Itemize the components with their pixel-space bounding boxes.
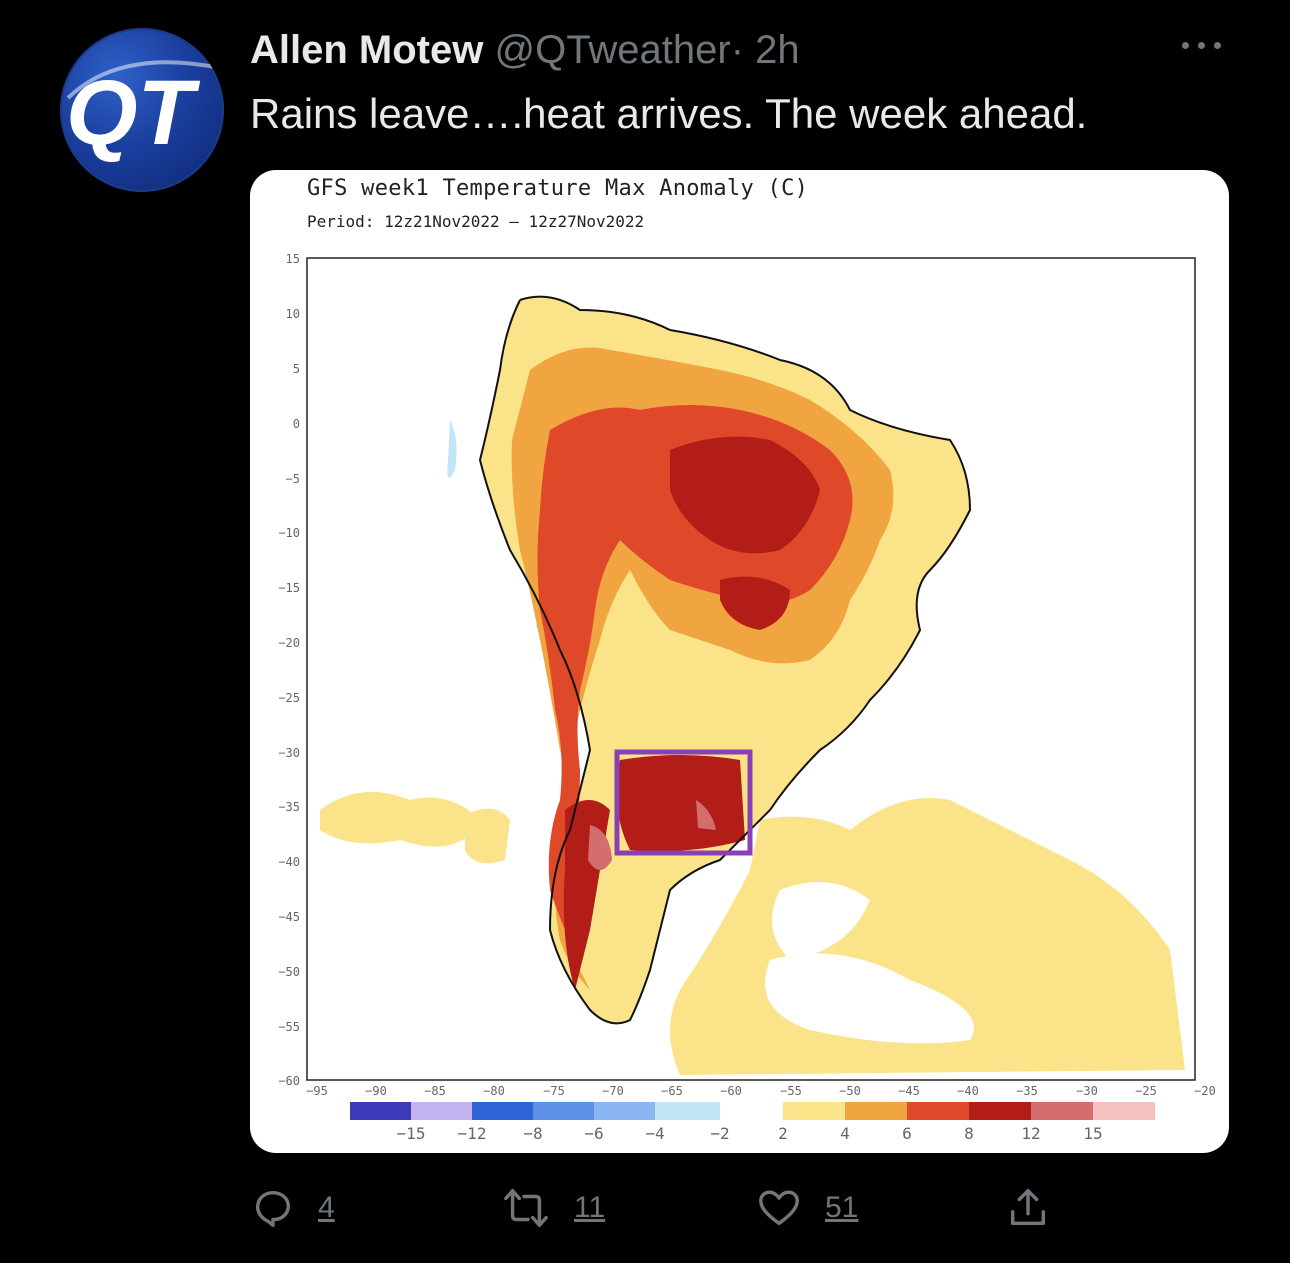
colorbar-label: −6 (584, 1124, 604, 1143)
y-tick-label: 5 (292, 362, 300, 376)
reply-icon (255, 1190, 291, 1227)
x-tick-label: −65 (661, 1084, 683, 1098)
highlight-region-box (614, 749, 753, 856)
x-tick-label: −85 (424, 1084, 446, 1098)
separator-dot: · (730, 28, 745, 72)
colorbar-label: 12 (1021, 1124, 1041, 1143)
x-tick-label: −40 (957, 1084, 979, 1098)
author-name[interactable]: Allen Motew (250, 28, 484, 72)
y-tick-label: −55 (278, 1020, 300, 1034)
colorbar-label: −15 (396, 1124, 426, 1143)
colorbar (350, 1102, 1155, 1120)
retweet-icon (504, 1189, 548, 1227)
colorbar-label: 6 (902, 1124, 912, 1143)
colorbar-label: 2 (778, 1124, 788, 1143)
y-tick-label: −60 (278, 1074, 300, 1088)
author-handle[interactable]: @QTweather (494, 28, 731, 72)
anomaly-map (306, 257, 1196, 1120)
heart-icon (759, 1190, 799, 1226)
share-icon (1010, 1189, 1046, 1226)
x-tick-label: −70 (602, 1084, 624, 1098)
x-tick-label: −25 (1135, 1084, 1157, 1098)
y-tick-label: −15 (278, 581, 300, 595)
x-tick-label: −60 (720, 1084, 742, 1098)
reply-count[interactable]: 4 (318, 1191, 335, 1224)
colorbar-label: 15 (1083, 1124, 1103, 1143)
tweet-time[interactable]: 2h (755, 28, 800, 72)
y-tick-label: −10 (278, 526, 300, 540)
y-tick-label: −45 (278, 910, 300, 924)
avatar[interactable]: QT (60, 28, 224, 192)
y-tick-label: 15 (285, 252, 300, 266)
like-count[interactable]: 51 (825, 1191, 859, 1224)
colorbar-label: −2 (710, 1124, 730, 1143)
x-tick-label: −80 (483, 1084, 505, 1098)
y-tick-label: −25 (278, 691, 300, 705)
y-tick-label: −35 (278, 800, 300, 814)
y-tick-label: −30 (278, 746, 300, 760)
map-title: GFS week1 Temperature Max Anomaly (C) (307, 176, 809, 201)
colorbar-label: 4 (840, 1124, 850, 1143)
y-tick-label: −5 (285, 472, 300, 486)
coastline-outline (478, 295, 972, 1025)
more-options-icon[interactable] (1180, 30, 1224, 60)
tweet-media-map[interactable]: GFS week1 Temperature Max Anomaly (C) Pe… (250, 170, 1229, 1153)
y-tick-label: −50 (278, 965, 300, 979)
qt-logo-icon: QT (66, 60, 221, 164)
tweet-header: Allen Motew @QTweather· 2h (250, 26, 800, 74)
y-tick-label: 10 (285, 307, 300, 321)
map-period: Period: 12z21Nov2022 – 12z27Nov2022 (307, 212, 645, 231)
colorbar-label: 8 (964, 1124, 974, 1143)
x-tick-label: −35 (1016, 1084, 1038, 1098)
retweet-button[interactable]: 11 (500, 1180, 605, 1236)
y-tick-label: −20 (278, 636, 300, 650)
tweet-actions: 4 11 51 (250, 1180, 1150, 1240)
x-tick-label: −55 (780, 1084, 802, 1098)
x-tick-label: −30 (1076, 1084, 1098, 1098)
continent-anomaly-layer (480, 296, 970, 1024)
reply-button[interactable]: 4 (250, 1180, 335, 1236)
y-tick-label: 0 (292, 417, 300, 431)
avatar-logo-text: QT (66, 62, 201, 164)
like-button[interactable]: 51 (755, 1180, 858, 1236)
colorbar-label: −4 (645, 1124, 665, 1143)
share-button[interactable] (1005, 1180, 1051, 1236)
x-tick-label: −20 (1194, 1084, 1216, 1098)
y-tick-label: −40 (278, 855, 300, 869)
retweet-count[interactable]: 11 (574, 1191, 606, 1224)
x-tick-label: −90 (365, 1084, 387, 1098)
colorbar-label: −8 (523, 1124, 543, 1143)
x-tick-label: −50 (839, 1084, 861, 1098)
x-tick-label: −75 (543, 1084, 565, 1098)
x-tick-label: −45 (898, 1084, 920, 1098)
x-tick-label: −95 (306, 1084, 328, 1098)
tweet-text: Rains leave….heat arrives. The week ahea… (250, 90, 1088, 137)
colorbar-label: −12 (457, 1124, 487, 1143)
